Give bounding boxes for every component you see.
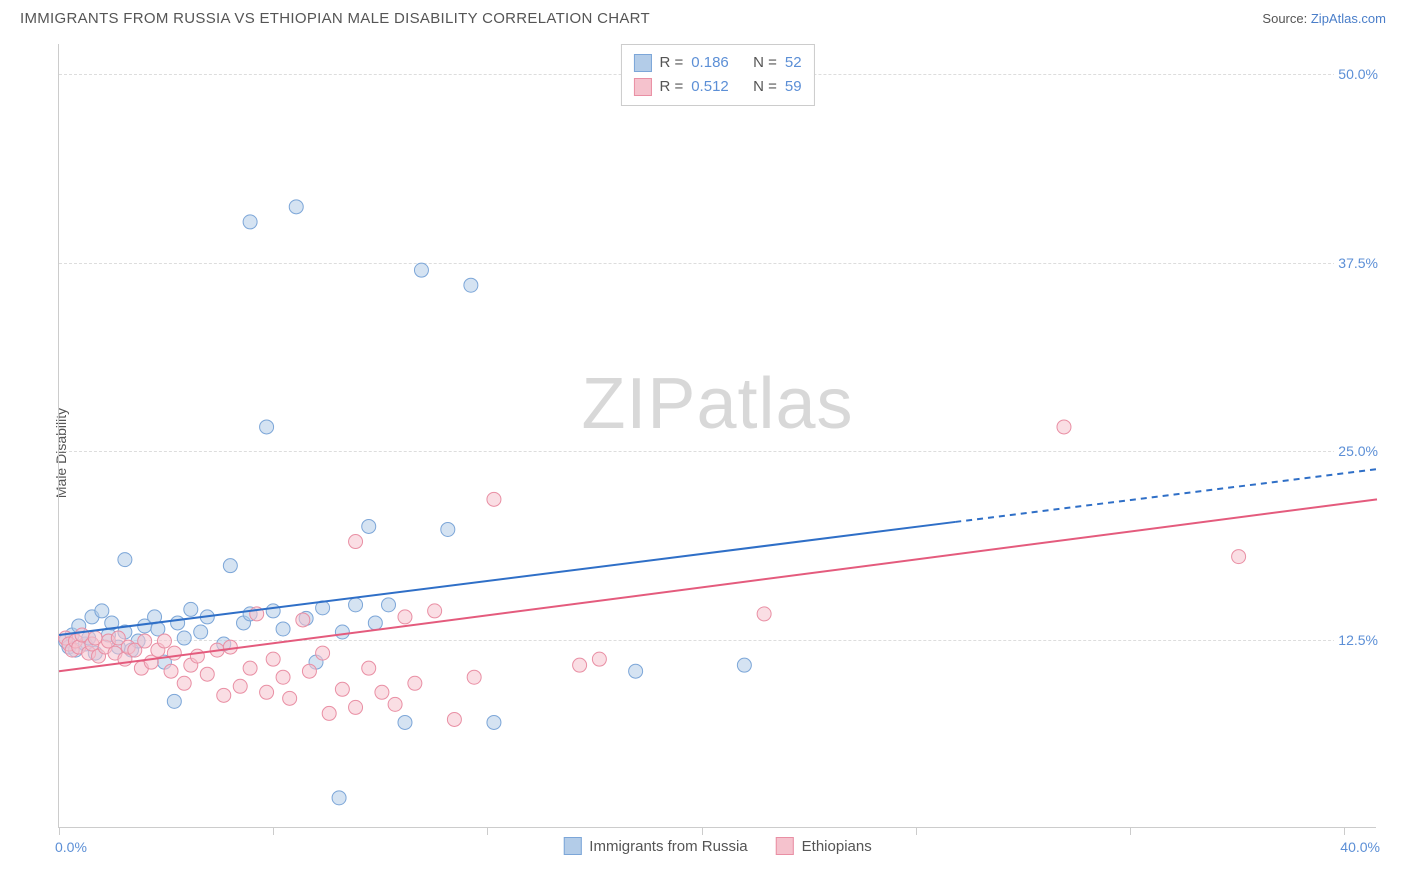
chart-area: Male Disability ZIPatlas 12.5%25.0%37.5%… bbox=[50, 44, 1386, 862]
scatter-svg bbox=[59, 44, 1376, 827]
source-link[interactable]: ZipAtlas.com bbox=[1311, 11, 1386, 26]
legend-swatch-1 bbox=[563, 837, 581, 855]
n-label-1: N = bbox=[753, 51, 777, 75]
stats-row-1: R = 0.186 N = 52 bbox=[633, 51, 801, 75]
legend-item-2: Ethiopians bbox=[776, 837, 872, 855]
chart-title: IMMIGRANTS FROM RUSSIA VS ETHIOPIAN MALE… bbox=[20, 10, 650, 27]
n-label-2: N = bbox=[753, 75, 777, 99]
legend-item-1: Immigrants from Russia bbox=[563, 837, 747, 855]
r-value-2: 0.512 bbox=[691, 75, 729, 99]
r-label-1: R = bbox=[659, 51, 683, 75]
r-value-1: 0.186 bbox=[691, 51, 729, 75]
swatch-series-1 bbox=[633, 54, 651, 72]
swatch-series-2 bbox=[633, 78, 651, 96]
r-label-2: R = bbox=[659, 75, 683, 99]
x-max-label: 40.0% bbox=[1340, 839, 1380, 855]
n-value-2: 59 bbox=[785, 75, 802, 99]
x-min-label: 0.0% bbox=[55, 839, 87, 855]
legend-swatch-2 bbox=[776, 837, 794, 855]
n-value-1: 52 bbox=[785, 51, 802, 75]
stats-legend-box: R = 0.186 N = 52 R = 0.512 N = 59 bbox=[620, 44, 814, 106]
legend-label-2: Ethiopians bbox=[802, 838, 872, 855]
plot-region: ZIPatlas 12.5%25.0%37.5%50.0% R = 0.186 … bbox=[58, 44, 1376, 828]
legend-label-1: Immigrants from Russia bbox=[589, 838, 747, 855]
legend-bottom: Immigrants from Russia Ethiopians bbox=[563, 837, 871, 855]
source-label: Source: bbox=[1262, 11, 1307, 26]
stats-row-2: R = 0.512 N = 59 bbox=[633, 75, 801, 99]
chart-source: Source: ZipAtlas.com bbox=[1262, 11, 1386, 26]
chart-header: IMMIGRANTS FROM RUSSIA VS ETHIOPIAN MALE… bbox=[0, 0, 1406, 35]
